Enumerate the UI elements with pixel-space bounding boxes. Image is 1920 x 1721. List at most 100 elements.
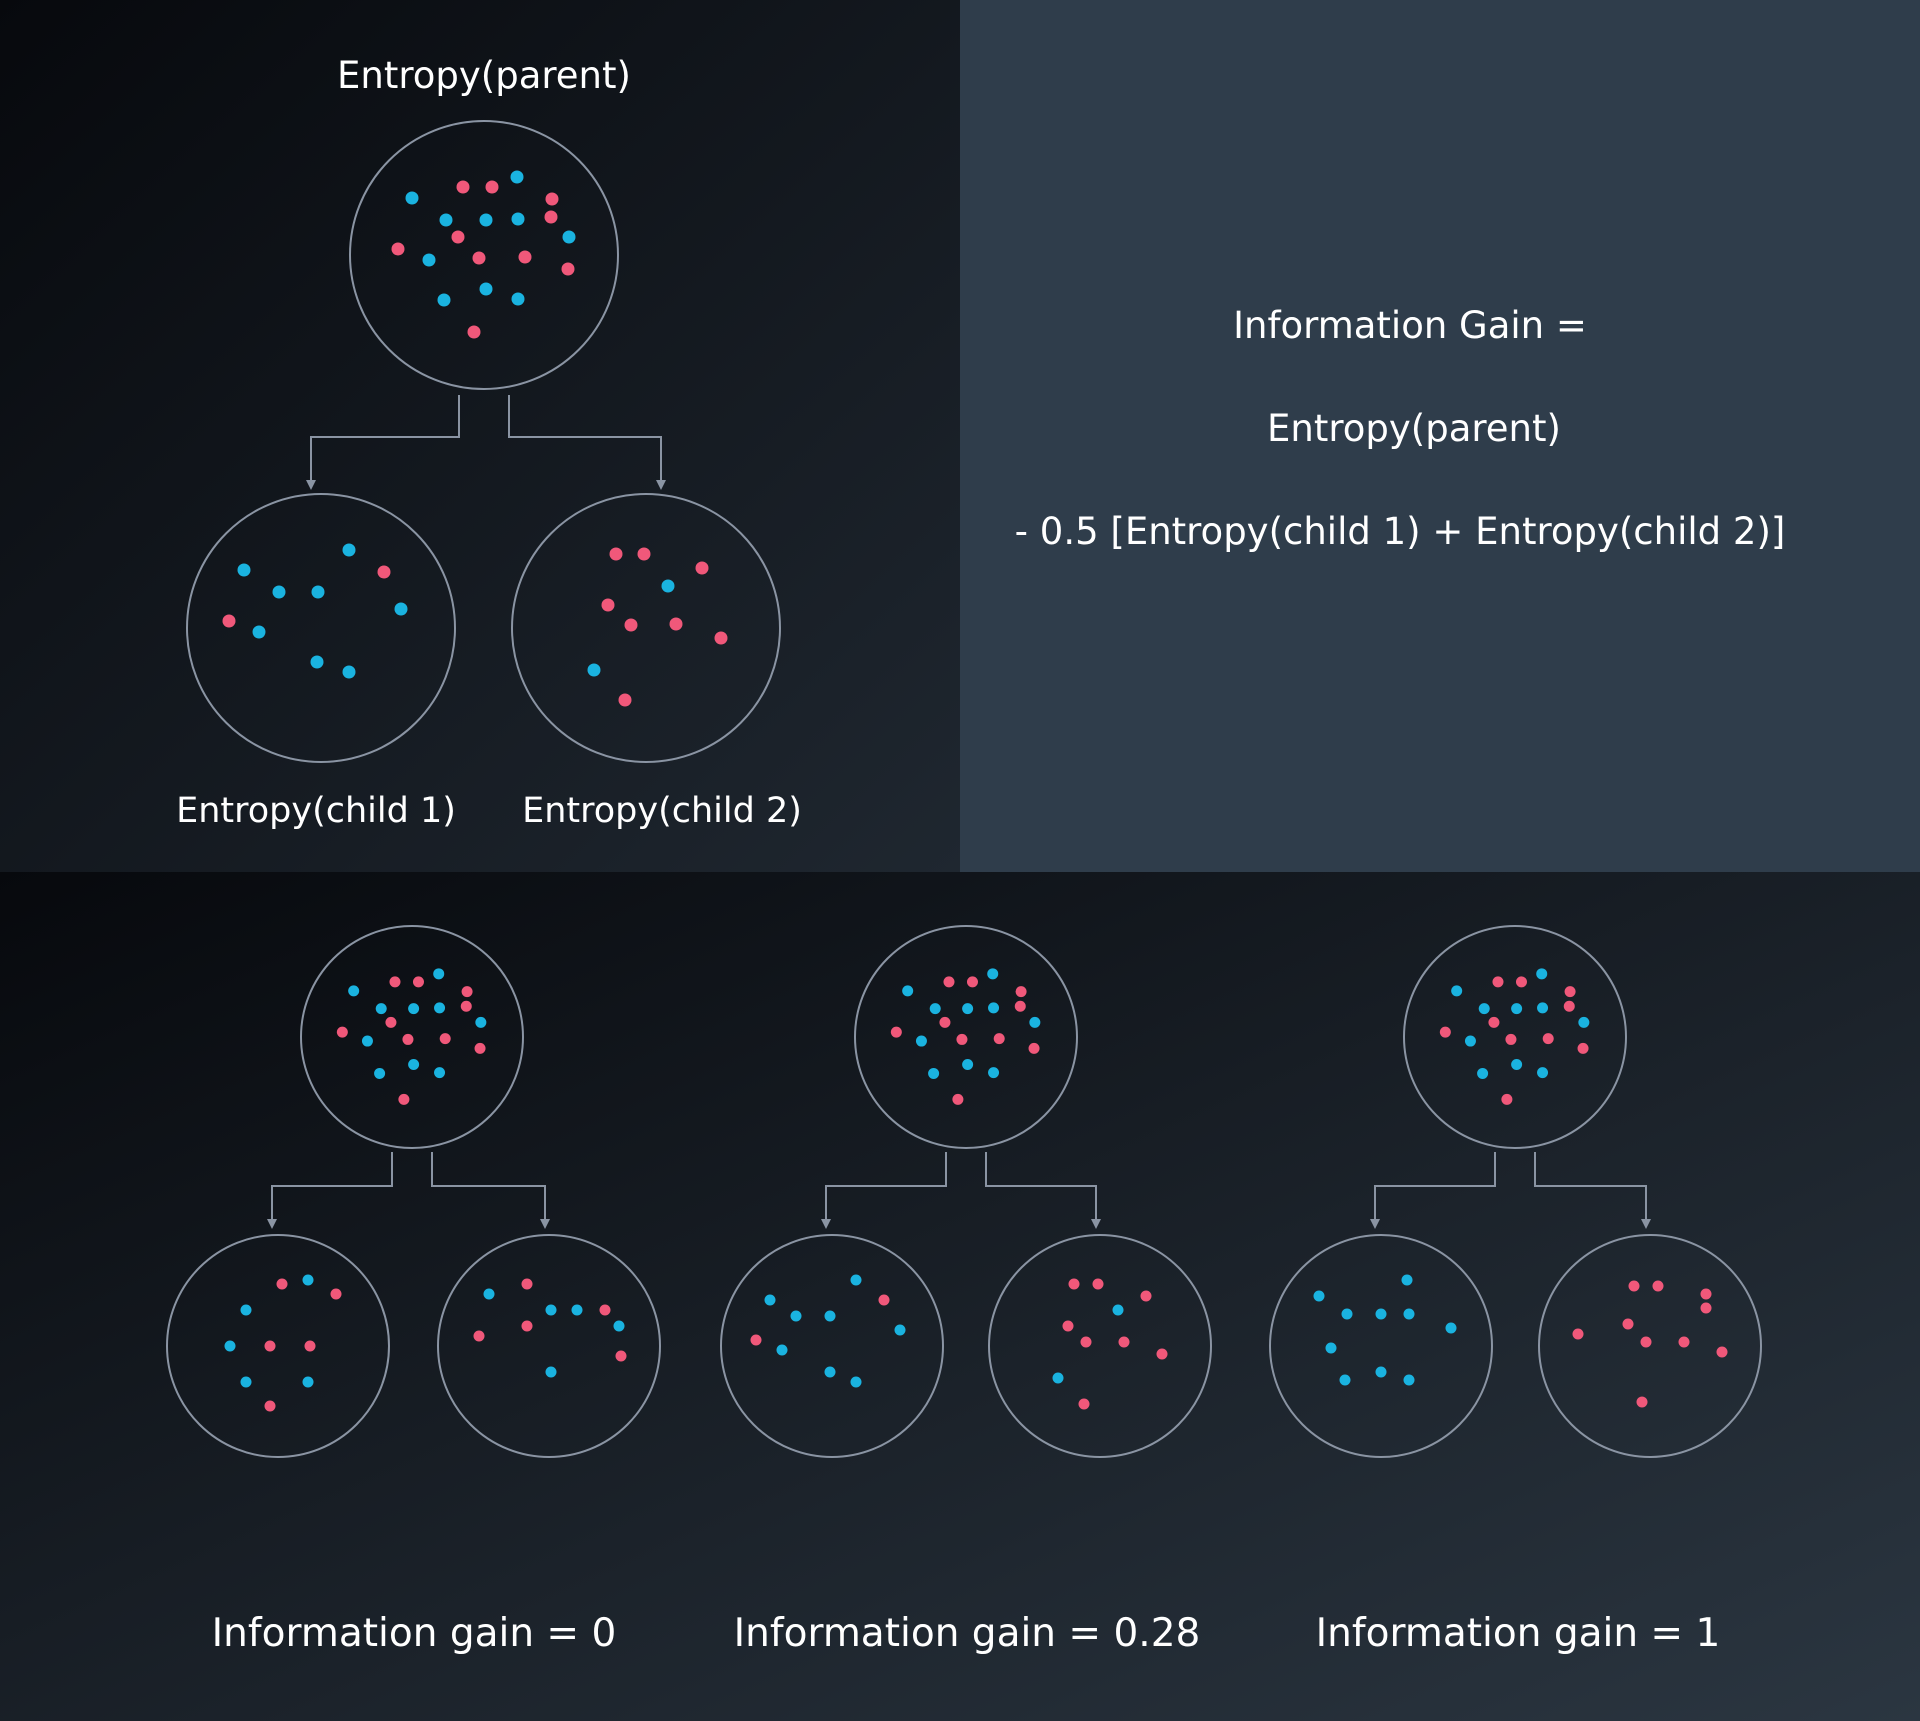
information-gain-0-label: Information gain = 0 <box>212 1611 617 1656</box>
tree-gain-0-left-child-blue-point <box>302 1274 314 1286</box>
top-parent-pink-point <box>545 192 559 206</box>
tree-gain-028-right-child-pink-point <box>1078 1398 1090 1410</box>
tree-gain-0-left-child-pink-point <box>330 1288 342 1300</box>
tree-gain-028-parent-pink-point <box>1014 1000 1026 1012</box>
tree-gain-0-parent-pink-point <box>398 1093 410 1105</box>
tree-gain-0-left-child-blue-point <box>302 1376 314 1388</box>
tree-gain-1-left-child-blue-point <box>1313 1290 1325 1302</box>
tree-gain-028-right-child-blue-point <box>1112 1304 1124 1316</box>
tree-gain-028-left-child-pink-point <box>750 1334 762 1346</box>
tree-gain-028-right-arrow <box>985 1152 1101 1229</box>
top-child1-blue-point <box>310 655 324 669</box>
tree-gain-028-parent-pink-point <box>939 1016 951 1028</box>
top-parent-blue-point <box>511 292 525 306</box>
tree-gain-0-parent-pink-point <box>412 976 424 988</box>
tree-gain-028-parent-blue-point <box>988 1067 1000 1079</box>
tree-gain-0-left-child-blue-point <box>240 1304 252 1316</box>
top-parent-blue-point <box>439 213 453 227</box>
tree-gain-1-right-child-pink-point <box>1678 1336 1690 1348</box>
tree-gain-0-parent-blue-point <box>375 1003 387 1015</box>
top-left-arrow <box>306 395 460 490</box>
tree-gain-0-parent-pink-point <box>461 986 473 998</box>
tree-gain-1-parent-pink-point <box>1505 1033 1517 1045</box>
top-parent-pink-point <box>451 230 465 244</box>
tree-gain-1-left-child-blue-point <box>1325 1342 1337 1354</box>
tree-gain-1-parent-blue-point <box>1478 1003 1490 1015</box>
tree-gain-0-parent-blue-point <box>434 1067 446 1079</box>
tree-gain-1-left-child-blue-point <box>1375 1308 1387 1320</box>
top-left-panel <box>0 0 960 872</box>
tree-gain-1-left-child-blue-point <box>1403 1308 1415 1320</box>
tree-gain-028-right-child-pink-point <box>1118 1336 1130 1348</box>
tree-gain-028-parent-pink-point <box>1028 1042 1040 1054</box>
tree-gain-1-right-child-pink-point <box>1622 1318 1634 1330</box>
tree-gain-028-parent-blue-point <box>1029 1016 1041 1028</box>
tree-gain-028-right-child-pink-point <box>1092 1278 1104 1290</box>
tree-gain-028-parent-blue-point <box>915 1035 927 1047</box>
tree-gain-1-parent-blue-point <box>1451 985 1463 997</box>
top-parent-pink-point <box>472 251 486 265</box>
tree-gain-028-parent-blue-point <box>987 968 999 980</box>
top-child1-blue-point <box>342 543 356 557</box>
tree-gain-1-right-child-pink-point <box>1628 1280 1640 1292</box>
tree-gain-0-parent-pink-point <box>460 1000 472 1012</box>
tree-gain-0-right-child-pink-point <box>521 1278 533 1290</box>
tree-gain-028-right-child-pink-point <box>1068 1278 1080 1290</box>
top-parent-blue-point <box>405 191 419 205</box>
top-child1-blue-point <box>237 563 251 577</box>
top-parent-blue-point <box>511 212 525 226</box>
tree-gain-028-left-child-blue-point <box>776 1344 788 1356</box>
tree-gain-0-parent-blue-point <box>374 1067 386 1079</box>
trees-layer <box>166 120 1762 1458</box>
tree-gain-0-left-child-pink-point <box>264 1340 276 1352</box>
top-parent-blue-point <box>562 230 576 244</box>
tree-gain-1-left-child-blue-point <box>1375 1366 1387 1378</box>
top-parent-blue-point <box>479 282 493 296</box>
top-child2-pink-point <box>618 693 632 707</box>
tree-gain-028-parent-blue-point <box>962 1059 974 1071</box>
tree-gain-0-parent-circle <box>300 925 524 1149</box>
tree-gain-1-right-child-circle <box>1538 1234 1762 1458</box>
top-parent-pink-point <box>544 210 558 224</box>
top-child2-pink-point <box>601 598 615 612</box>
tree-gain-1-parent-blue-point <box>1464 1035 1476 1047</box>
tree-gain-0-parent-blue-point <box>408 1003 420 1015</box>
tree-gain-0-right-child-blue-point <box>545 1304 557 1316</box>
tree-gain-028-left-child-blue-point <box>824 1366 836 1378</box>
tree-gain-1-parent-pink-point <box>1515 976 1527 988</box>
top-parent-pink-point <box>456 180 470 194</box>
top-parent-pink-point <box>561 262 575 276</box>
tree-gain-0-right-child-blue-point <box>571 1304 583 1316</box>
tree-gain-0-left-child-pink-point <box>276 1278 288 1290</box>
tree-gain-0-parent-blue-point <box>348 985 360 997</box>
tree-gain-0-right-child-blue-point <box>545 1366 557 1378</box>
formula-line-1: Information Gain = <box>1233 304 1587 347</box>
top-child2-blue-point <box>587 663 601 677</box>
tree-gain-0-left-child-circle <box>166 1234 390 1458</box>
tree-gain-0-parent-blue-point <box>408 1059 420 1071</box>
tree-gain-1-parent-blue-point <box>1536 968 1548 980</box>
tree-gain-028-left-child-pink-point <box>878 1294 890 1306</box>
tree-gain-1-left-child-blue-point <box>1341 1308 1353 1320</box>
child2-entropy-label: Entropy(child 2) <box>522 791 802 831</box>
top-parent-blue-point <box>479 213 493 227</box>
information-gain-1-label: Information gain = 1 <box>1316 1611 1721 1656</box>
tree-gain-0-parent-pink-point <box>474 1042 486 1054</box>
tree-gain-0-right-child-pink-point <box>521 1320 533 1332</box>
top-parent-pink-point <box>391 242 405 256</box>
tree-gain-1-parent-pink-point <box>1492 976 1504 988</box>
top-child1-circle <box>186 493 456 763</box>
tree-gain-1-parent-pink-point <box>1501 1093 1513 1105</box>
top-child1-blue-point <box>272 585 286 599</box>
top-child2-pink-point <box>714 631 728 645</box>
tree-gain-1-left-child-blue-point <box>1401 1274 1413 1286</box>
tree-gain-1-left-arrow <box>1370 1152 1496 1229</box>
tree-gain-1-parent-blue-point <box>1511 1003 1523 1015</box>
tree-gain-028-right-child-blue-point <box>1052 1372 1064 1384</box>
tree-gain-0-right-arrow <box>431 1152 550 1229</box>
tree-gain-1-right-child-pink-point <box>1640 1336 1652 1348</box>
parent-entropy-label: Entropy(parent) <box>337 54 631 97</box>
top-child1-blue-point <box>394 602 408 616</box>
tree-gain-0-left-child-blue-point <box>240 1376 252 1388</box>
